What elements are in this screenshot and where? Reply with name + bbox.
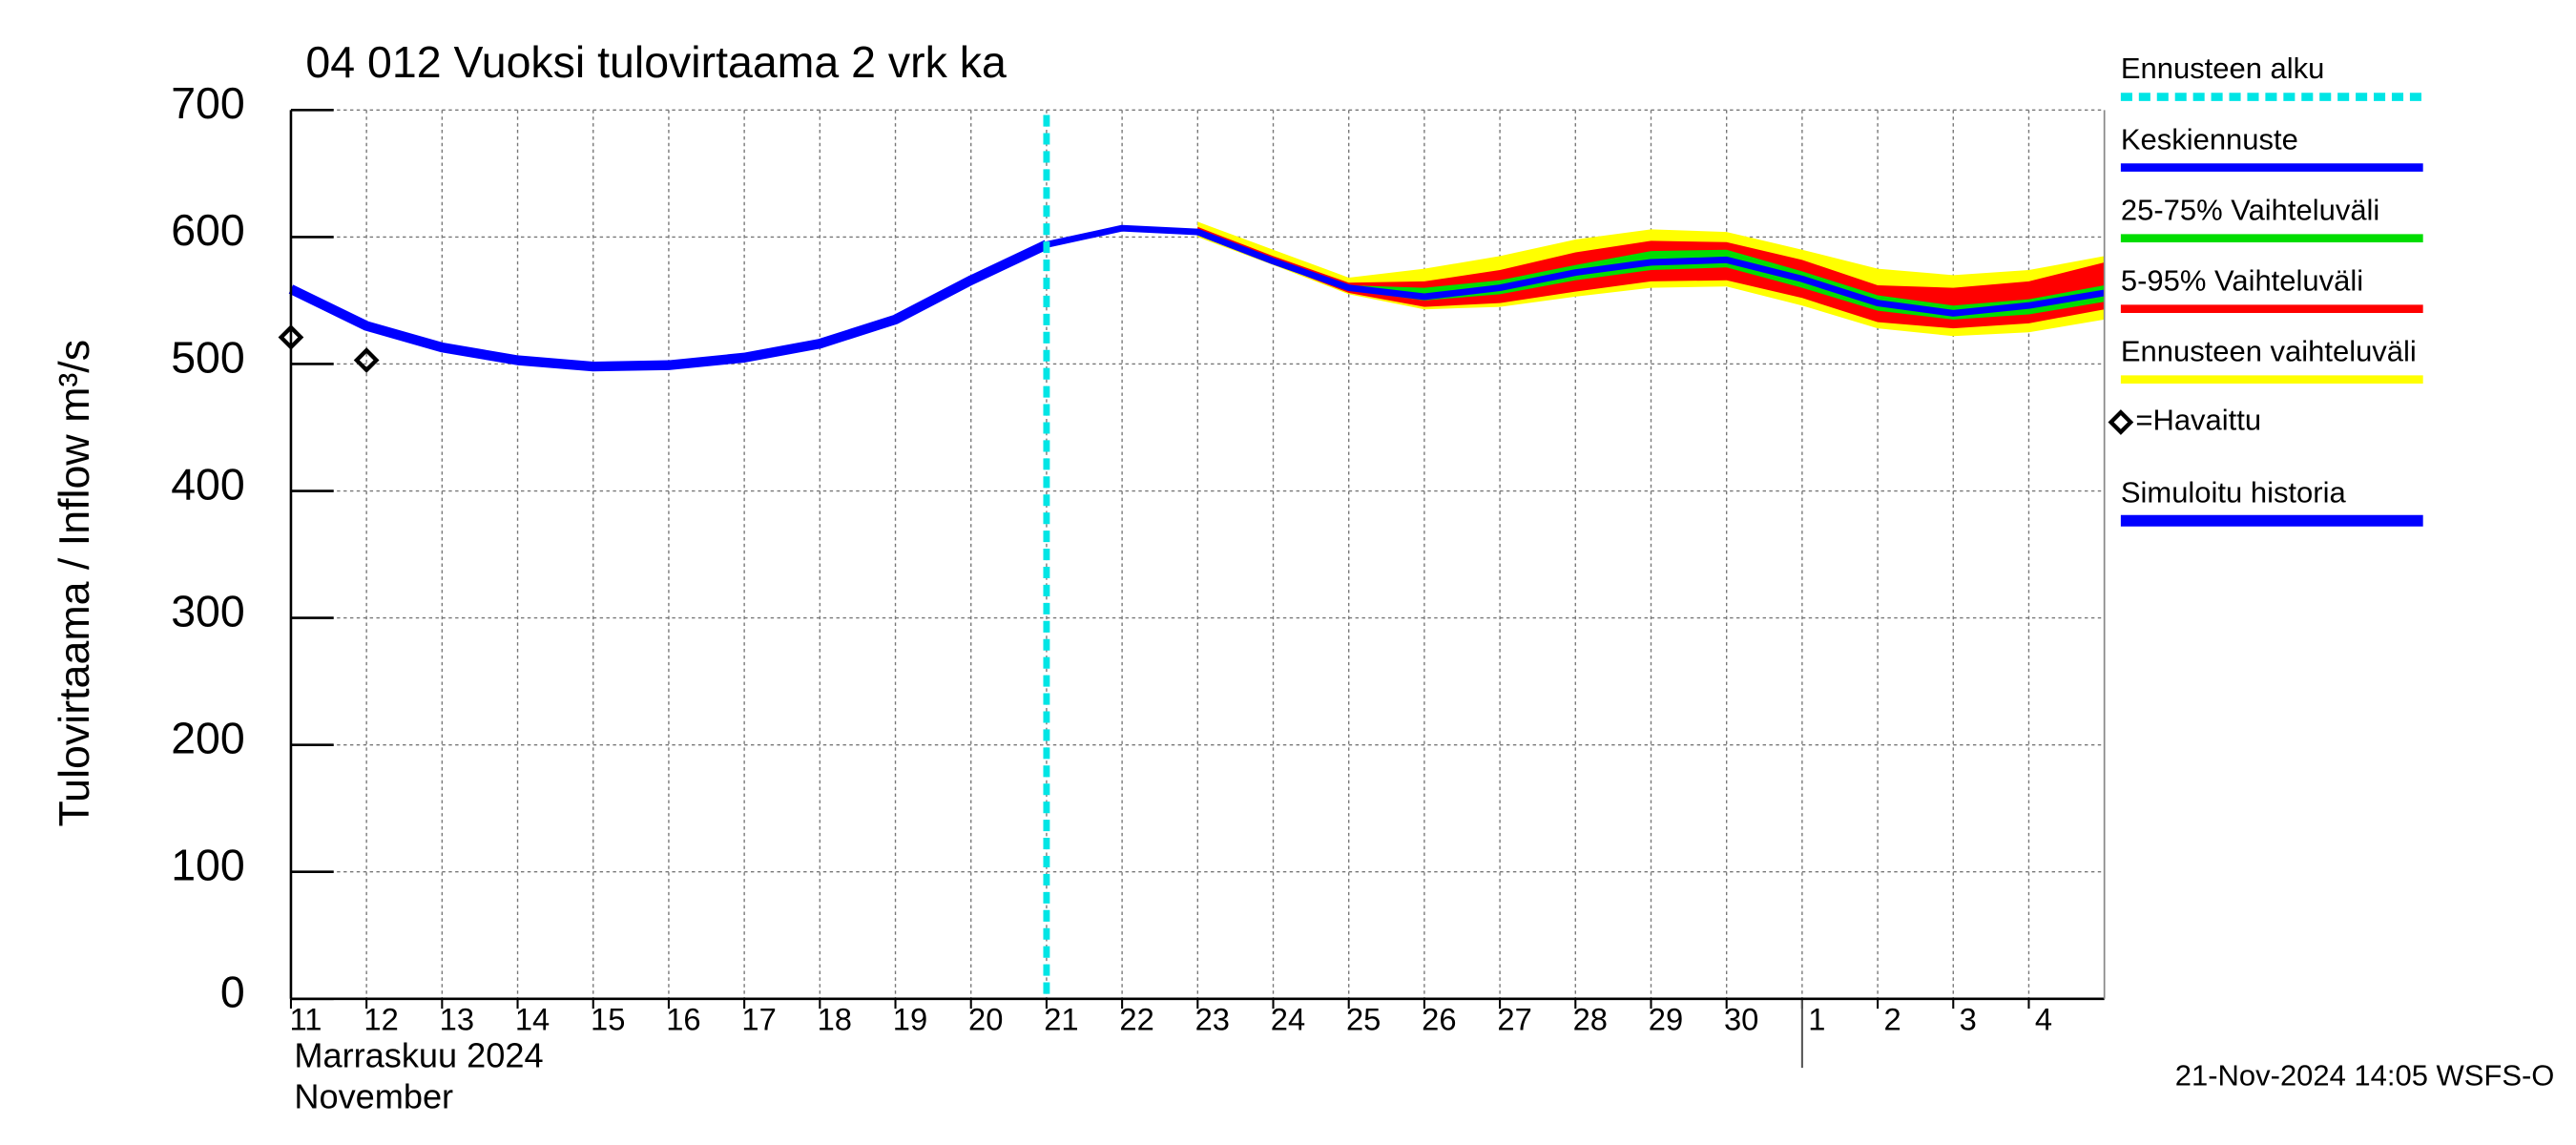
x-axis-label: November: [294, 1076, 453, 1115]
y-axis-label: Tulovirtaama / Inflow m³/s: [51, 340, 98, 827]
x-tick-label: 14: [515, 1002, 550, 1037]
x-tick-label: 28: [1573, 1002, 1608, 1037]
y-tick-label: 700: [171, 78, 245, 128]
observed-point: [353, 347, 380, 373]
x-tick-label: 13: [440, 1002, 474, 1037]
x-tick-label: 20: [968, 1002, 1003, 1037]
y-tick-label: 0: [220, 968, 245, 1017]
x-tick-label: 15: [591, 1002, 625, 1037]
legend-label: Ennusteen alku: [2121, 52, 2325, 85]
x-tick-label: 12: [364, 1002, 398, 1037]
y-tick-label: 600: [171, 205, 245, 255]
x-tick-label: 26: [1422, 1002, 1456, 1037]
y-tick-label: 200: [171, 713, 245, 762]
legend-label: =Havaittu: [2135, 404, 2261, 437]
x-tick-label: 23: [1195, 1002, 1230, 1037]
x-tick-label: 30: [1724, 1002, 1758, 1037]
legend-label: 25-75% Vaihteluväli: [2121, 193, 2379, 226]
x-tick-label: 17: [741, 1002, 776, 1037]
legend-label: Ennusteen vaihteluväli: [2121, 334, 2417, 367]
y-tick-label: 100: [171, 841, 245, 890]
legend-label: 5-95% Vaihteluväli: [2121, 263, 2363, 297]
x-tick-label: 18: [818, 1002, 852, 1037]
x-tick-label: 16: [666, 1002, 700, 1037]
y-tick-label: 500: [171, 332, 245, 382]
x-tick-label: 29: [1649, 1002, 1683, 1037]
x-tick-label: 1: [1808, 1002, 1825, 1037]
x-tick-label: 25: [1346, 1002, 1381, 1037]
x-axis-label: Marraskuu 2024: [294, 1035, 543, 1074]
history-line: [288, 239, 1049, 372]
x-tick-label: 27: [1497, 1002, 1531, 1037]
x-tick-label: 2: [1883, 1002, 1901, 1037]
x-tick-label: 3: [1960, 1002, 1977, 1037]
legend-label: Simuloitu historia: [2121, 475, 2347, 509]
x-tick-label: 22: [1119, 1002, 1153, 1037]
y-tick-label: 400: [171, 459, 245, 509]
legend-marker: [2108, 409, 2134, 435]
x-tick-label: 4: [2035, 1002, 2052, 1037]
x-tick-label: 21: [1044, 1002, 1078, 1037]
forecast-line: [1046, 224, 2106, 317]
footer: 21-Nov-2024 14:05 WSFS-O: [2175, 1059, 2555, 1093]
x-tick-label: 24: [1271, 1002, 1305, 1037]
x-tick-label: 11: [289, 1002, 322, 1037]
y-tick-label: 300: [171, 586, 245, 635]
x-tick-label: 19: [893, 1002, 927, 1037]
legend-label: Keskiennuste: [2121, 122, 2298, 156]
chart-title: 04 012 Vuoksi tulovirtaama 2 vrk ka: [305, 37, 1007, 87]
